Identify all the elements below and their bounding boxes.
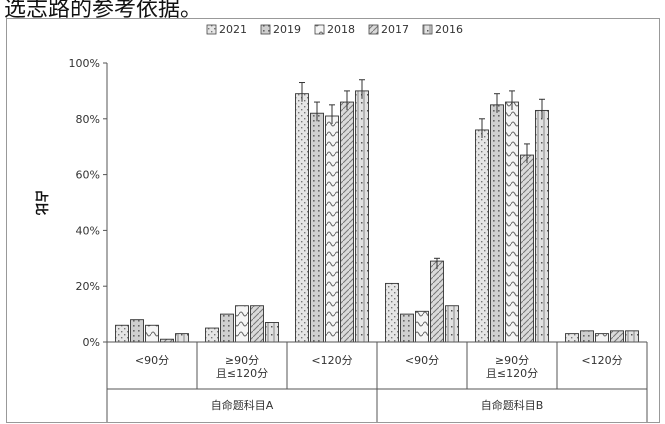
legend-swatch-3 <box>368 24 379 35</box>
legend-swatch-0 <box>206 24 217 35</box>
legend-swatch-4 <box>422 24 433 35</box>
bar-0-4 <box>175 333 189 343</box>
bar-3-0 <box>385 282 399 343</box>
legend-swatch-1 <box>260 24 271 35</box>
x-category-label-2-0: <120分 <box>311 354 352 367</box>
bar-2-3 <box>340 101 354 343</box>
legend-label-3: 2017 <box>381 23 409 36</box>
y-tick-label-3: 60% <box>76 169 100 182</box>
bar-4-3 <box>520 154 534 343</box>
legend: 2021 2019 2018 2017 2016 <box>206 23 463 36</box>
x-category-label-4-0: ≥90分 <box>495 354 529 367</box>
legend-label-4: 2016 <box>435 23 463 36</box>
legend-swatch-2 <box>314 24 325 35</box>
bar-2-1 <box>310 112 324 343</box>
bar-5-4 <box>625 330 639 343</box>
legend-label-0: 2021 <box>219 23 247 36</box>
bar-chart: 2021 2019 2018 2017 2016 占比 0% 20% 40% 60% 80% 10… <box>33 23 648 422</box>
bar-5-0 <box>565 333 579 343</box>
bar-2-0 <box>295 93 309 343</box>
y-tick-label-0: 0% <box>83 336 100 349</box>
y-axis: 0% 20% 40% 60% 80% 100% <box>69 57 108 349</box>
bar-5-3 <box>610 330 624 343</box>
x-group-label-1: 自命题科目B <box>481 398 544 412</box>
bar-4-4 <box>535 109 549 343</box>
y-tick-label-2: 40% <box>76 224 100 237</box>
bar-3-3 <box>430 260 444 343</box>
bar-1-2 <box>235 305 249 343</box>
y-tick-label-1: 20% <box>76 280 100 293</box>
y-tick-label-4: 80% <box>76 113 100 126</box>
x-category-label-1-0: ≥90分 <box>225 354 259 367</box>
legend-label-1: 2019 <box>273 23 301 36</box>
bar-2-4 <box>355 90 369 343</box>
x-group-label-0: 自命题科目A <box>211 398 274 412</box>
bar-4-0 <box>475 129 489 343</box>
bar-0-2 <box>145 324 159 343</box>
y-axis-title-text: 占比 <box>33 189 49 215</box>
x-category-label-4-1: 且≤120分 <box>486 367 538 380</box>
bar-5-1 <box>580 330 594 343</box>
bar-5-2 <box>595 333 609 343</box>
bar-0-0 <box>115 324 129 343</box>
bar-3-1 <box>400 313 414 343</box>
bar-1-3 <box>250 305 264 343</box>
chart-frame: 2021 2019 2018 2017 2016 占比 0% 20% 40% 60% 80% 10… <box>6 18 660 423</box>
bar-4-2 <box>505 101 519 343</box>
bars <box>115 79 639 343</box>
bar-2-2 <box>325 115 339 343</box>
legend-label-2: 2018 <box>327 23 355 36</box>
x-category-label-1-1: 且≤120分 <box>216 367 268 380</box>
bar-1-0 <box>205 327 219 343</box>
bar-3-2 <box>415 310 429 343</box>
bar-0-1 <box>130 319 144 343</box>
y-axis-title: 占比 <box>33 189 49 215</box>
bar-1-4 <box>265 322 279 343</box>
x-category-label-0-0: <90分 <box>135 354 169 367</box>
bar-4-1 <box>490 104 504 343</box>
bar-1-1 <box>220 313 234 343</box>
x-category-label-5-0: <120分 <box>581 354 622 367</box>
x-category-label-3-0: <90分 <box>405 354 439 367</box>
bar-3-4 <box>445 305 459 343</box>
top-text: 选志路的参考依据。 <box>4 0 203 22</box>
y-tick-label-5: 100% <box>69 57 100 70</box>
